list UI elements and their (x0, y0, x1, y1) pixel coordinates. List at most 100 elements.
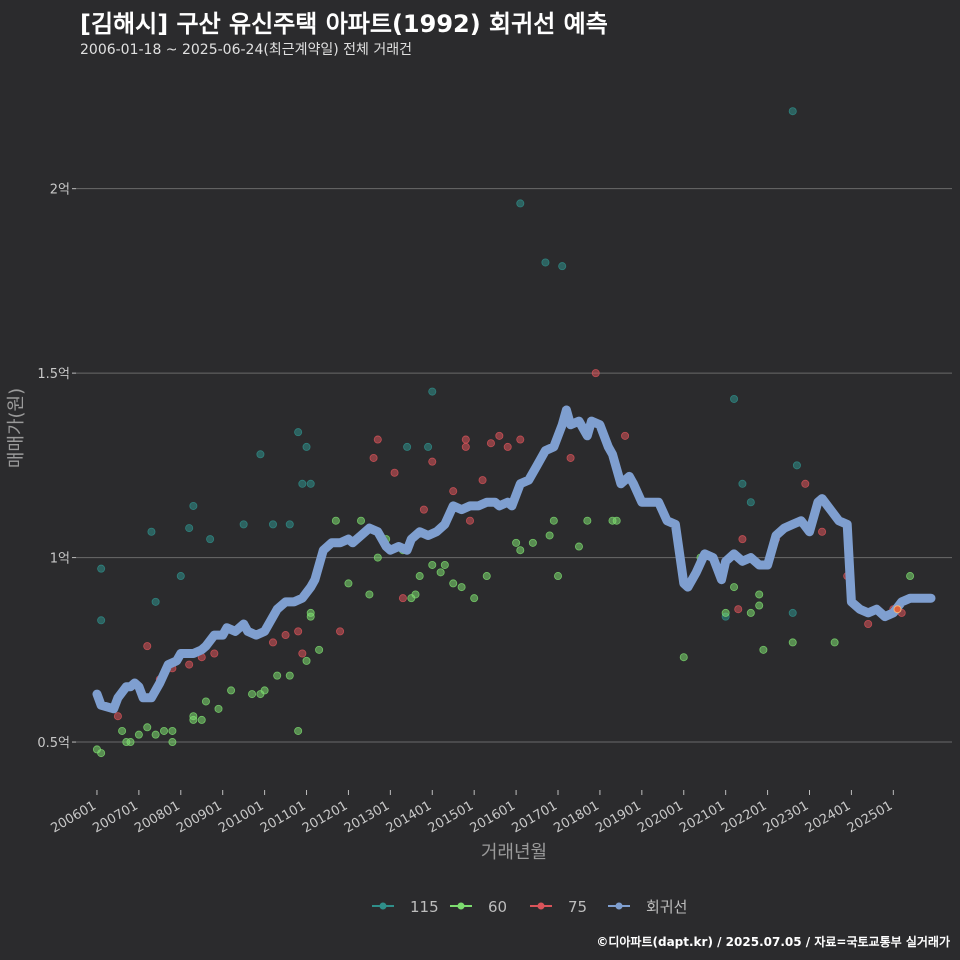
legend[interactable]: 115 60 75 회귀선 (372, 898, 687, 916)
data-point-60 (97, 749, 106, 758)
y-tick-label: 2억 (50, 183, 70, 198)
data-point-60 (315, 645, 324, 654)
legend-swatch-dot (537, 902, 545, 910)
data-point-60 (294, 726, 303, 735)
data-point-75 (495, 431, 504, 440)
data-point-60 (168, 738, 177, 747)
data-point-60 (457, 583, 466, 592)
data-point-75 (516, 435, 525, 444)
x-tick-label: 201001 (216, 798, 266, 836)
x-tick-label: 201101 (258, 798, 308, 836)
data-point-60 (357, 516, 366, 525)
data-point-60 (470, 594, 479, 603)
data-point-115 (306, 479, 315, 488)
data-point-60 (415, 572, 424, 581)
data-point-115 (516, 199, 525, 208)
chart-title: [김해시] 구산 유신주택 아파트(1992) 회귀선 예측 (80, 10, 608, 38)
data-point-60 (554, 572, 563, 581)
data-point-115 (428, 387, 437, 396)
data-point-60 (788, 638, 797, 647)
data-point-75 (210, 649, 219, 658)
legend-label: 75 (568, 898, 587, 916)
data-point-60 (436, 568, 445, 577)
data-point-60 (574, 542, 583, 551)
x-tick-label: 201301 (342, 798, 392, 836)
data-point-75 (621, 431, 630, 440)
data-point-60 (306, 608, 315, 617)
x-tick-label: 202201 (719, 798, 769, 836)
data-point-75 (449, 487, 458, 496)
x-tick-label: 201901 (593, 798, 643, 836)
data-point-60 (906, 572, 915, 581)
data-point-75 (503, 442, 512, 451)
data-point-60 (248, 690, 257, 699)
data-point-115 (558, 262, 567, 271)
data-point-115 (147, 527, 156, 536)
legend-item-60[interactable]: 60 (450, 898, 507, 916)
legend-item-75[interactable]: 75 (530, 898, 587, 916)
x-tick-label: 200601 (48, 798, 98, 836)
data-point-115 (189, 501, 198, 510)
data-point-115 (730, 394, 739, 403)
y-tick-label: 1억 (50, 552, 70, 567)
data-point-75 (566, 453, 575, 462)
data-point-75 (373, 435, 382, 444)
data-point-115 (206, 535, 215, 544)
data-point-75 (428, 457, 437, 466)
data-point-75 (801, 479, 810, 488)
data-point-115 (294, 428, 303, 437)
data-point-75 (143, 642, 152, 651)
data-point-115 (151, 597, 160, 606)
data-point-60 (512, 538, 521, 547)
data-point-60 (118, 726, 127, 735)
data-point-60 (759, 645, 768, 654)
legend-swatch-dot (615, 902, 623, 910)
footer-credit: ©디아파트(dapt.kr) / 2025.07.05 / 자료=국토교통부 실… (596, 935, 950, 949)
data-point-60 (755, 601, 764, 610)
x-tick-label: 200901 (174, 798, 224, 836)
data-point-60 (273, 671, 282, 680)
data-point-75 (734, 605, 743, 614)
data-point-75 (281, 631, 290, 640)
data-point-60 (721, 608, 730, 617)
legend-item-회귀선[interactable]: 회귀선 (608, 898, 687, 916)
data-point-115 (239, 520, 248, 529)
data-point-115 (746, 498, 755, 507)
data-point-60 (679, 653, 688, 662)
latest-trade-marker (893, 605, 902, 614)
y-axis-label: 매매가(원) (6, 388, 27, 468)
x-tick-label: 201501 (426, 798, 476, 836)
data-point-75 (113, 712, 122, 721)
data-point-60 (528, 538, 537, 547)
data-point-60 (227, 686, 236, 695)
regression-line (92, 405, 936, 714)
grid-lines (76, 188, 952, 743)
x-tick-label: 202401 (803, 798, 853, 836)
data-point-115 (788, 608, 797, 617)
data-point-60 (143, 723, 152, 732)
scatter-points (92, 107, 915, 758)
data-point-75 (390, 468, 399, 477)
y-axis-ticks: 0.5억 1억 1.5억 2억 (37, 183, 76, 751)
data-point-115 (541, 258, 550, 267)
data-point-60 (549, 516, 558, 525)
data-point-75 (298, 649, 307, 658)
x-tick-label: 201401 (384, 798, 434, 836)
x-axis-label: 거래년월 (481, 842, 547, 863)
x-axis-ticks: 2006012007012008012009012010012011012012… (48, 790, 895, 836)
data-point-60 (755, 590, 764, 599)
data-point-60 (189, 712, 198, 721)
data-point-60 (730, 583, 739, 592)
data-point-60 (331, 516, 340, 525)
data-point-75 (398, 594, 407, 603)
data-point-115 (97, 564, 106, 573)
data-point-60 (440, 560, 449, 569)
data-point-115 (298, 479, 307, 488)
legend-item-115[interactable]: 115 (372, 898, 439, 916)
data-point-75 (185, 660, 194, 669)
x-tick-label: 200701 (90, 798, 140, 836)
data-point-115 (256, 450, 265, 459)
data-point-75 (738, 535, 747, 544)
legend-swatch-dot (379, 902, 387, 910)
